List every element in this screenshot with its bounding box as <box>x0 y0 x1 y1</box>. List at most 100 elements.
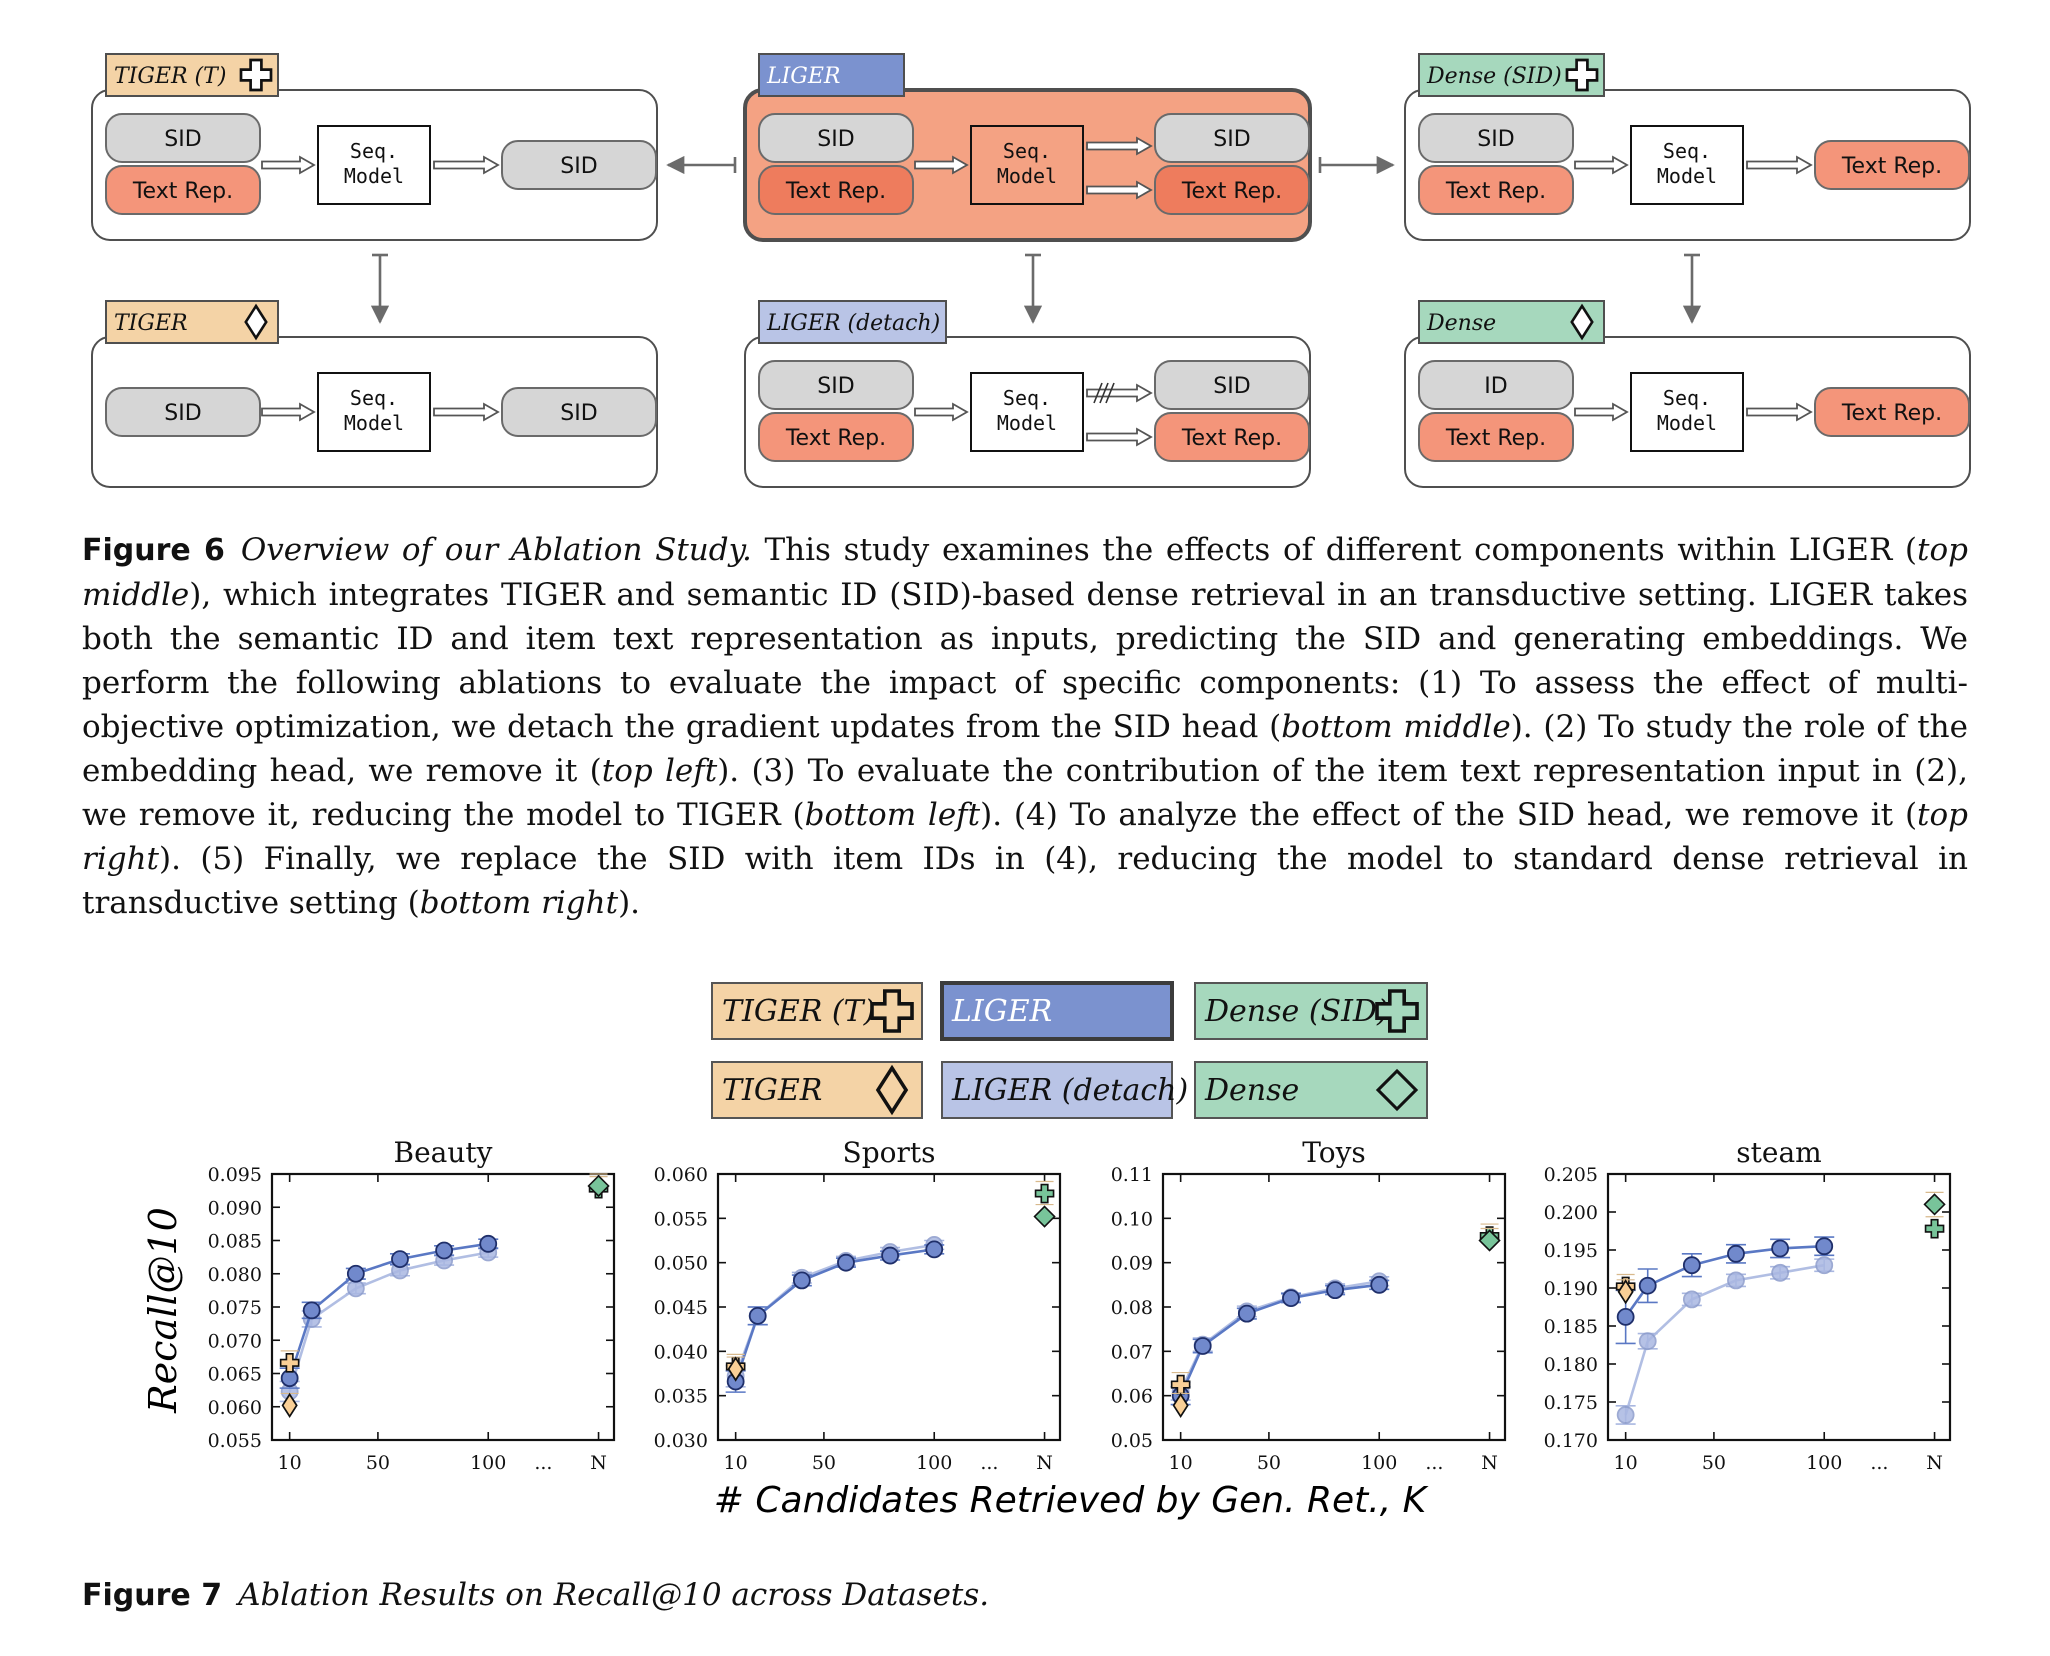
data-point <box>435 1241 454 1260</box>
figure7-ylabel: Recall@10 <box>141 1207 185 1414</box>
arrow-to-model <box>914 402 969 422</box>
input-pill-1-shape <box>758 113 914 163</box>
output-pill-1-shape <box>1814 140 1970 190</box>
data-point <box>302 1301 321 1320</box>
panel-tag-label: Dense (SID) <box>1426 64 1562 89</box>
series-liger-detach <box>1615 1256 1835 1425</box>
data-point <box>837 1253 855 1272</box>
input-pill-1-label: SID <box>817 374 854 399</box>
panel-tiger-t: TIGER (T) SID Text Rep. Seq.Model SID <box>91 53 658 241</box>
input-pill-1-label: SID <box>164 127 201 152</box>
output-pill-1-shape <box>1814 387 1970 437</box>
figure6-caption-label: Figure 6 <box>82 533 225 568</box>
output-pill-1: SID <box>1154 360 1310 410</box>
arrow-to-output-1 <box>1086 383 1153 403</box>
output-pill-1-label: SID <box>560 401 597 426</box>
x-tick-label: 10 <box>278 1452 302 1474</box>
input-pill-2-shape <box>105 165 261 215</box>
figure6-caption-part: ), which integrates TIGER and semantic I… <box>82 577 1968 745</box>
y-tick-label: 0.055 <box>654 1208 708 1230</box>
y-tick-label: 0.175 <box>1544 1392 1598 1414</box>
legend-item: LIGER <box>940 981 1174 1041</box>
data-point <box>925 1240 944 1259</box>
data-point <box>1771 1239 1790 1258</box>
seq-model-label: Seq. <box>1663 139 1711 163</box>
x-tick-label: ... <box>534 1452 552 1474</box>
data-point <box>1815 1256 1834 1275</box>
panel-tiger: TIGER SID Seq.Model SID <box>91 300 658 488</box>
detach-hatch <box>1093 382 1103 404</box>
data-point <box>1370 1275 1389 1294</box>
seq-model-label: Seq. <box>1003 386 1051 410</box>
y-tick-label: 0.030 <box>654 1430 708 1452</box>
input-pill-2-label: Text Rep. <box>785 179 886 204</box>
data-point <box>1682 1290 1701 1309</box>
data-point <box>1682 1256 1701 1275</box>
arrow-to-output-1 <box>1086 136 1153 156</box>
chart-title: Beauty <box>394 1136 493 1169</box>
input-pill-2-shape <box>1418 165 1574 215</box>
y-tick-label: 0.075 <box>208 1297 262 1319</box>
legend-item: LIGER (detach) <box>941 1061 1188 1119</box>
arrow-to-output-2 <box>1086 427 1153 447</box>
x-tick-label: 100 <box>1361 1452 1397 1474</box>
input-pill-1-label: SID <box>817 127 854 152</box>
figure6-caption-part: ). (5) Finally, we replace the SID with … <box>82 841 1968 921</box>
input-pill-1-shape <box>758 360 914 410</box>
y-tick-label: 0.180 <box>1544 1354 1598 1376</box>
input-pill-1: SID <box>105 113 261 163</box>
output-pill-1: Text Rep. <box>1814 387 1970 437</box>
x-tick-label: ... <box>980 1452 998 1474</box>
tiger-t-marker <box>279 1353 300 1373</box>
data-point <box>1237 1304 1256 1323</box>
diamond-icon <box>244 303 268 341</box>
plot-frame <box>716 1172 1062 1442</box>
x-tick-label: 100 <box>470 1452 506 1474</box>
panel-tag <box>758 300 947 344</box>
data-point <box>1638 1276 1657 1295</box>
panel-tag-label: TIGER <box>114 311 188 336</box>
output-pill-1-shape <box>1154 113 1310 163</box>
x-tick-label: ... <box>1425 1452 1443 1474</box>
x-tick-label: 10 <box>1614 1452 1638 1474</box>
input-pill-1-shape <box>105 113 261 163</box>
plus-icon <box>1375 989 1419 1033</box>
x-tick-label: 10 <box>1169 1452 1193 1474</box>
output-pill-1: SID <box>501 387 657 437</box>
seq-model-label: Model <box>1657 164 1717 188</box>
y-tick-label: 0.070 <box>208 1330 262 1352</box>
y-tick-label: 0.055 <box>208 1430 262 1452</box>
legend-label: TIGER (T) <box>722 994 875 1029</box>
figure6-caption-part: top left <box>601 753 718 789</box>
plus-icon <box>1565 58 1599 92</box>
input-pill-2: Text Rep. <box>105 165 261 215</box>
data-point <box>1326 1281 1345 1300</box>
arrow-to-output <box>433 155 500 175</box>
y-tick-label: 0.11 <box>1111 1164 1153 1186</box>
connector-dense-sid-to-dense <box>1682 253 1702 324</box>
panel-tag-label: TIGER (T) <box>114 64 226 89</box>
y-tick-label: 0.065 <box>208 1364 262 1386</box>
data-point <box>1616 1307 1635 1326</box>
chart-steam: steam 0.170 0.175 0.180 0.185 0.190 0.195 0.200… <box>1544 1136 1952 1474</box>
output-pill-2-shape <box>1154 165 1310 215</box>
panel-liger-detach: LIGER (detach) SID Text Rep. Seq.Model SID Te… <box>744 300 1311 488</box>
y-tick-label: 0.190 <box>1544 1278 1598 1300</box>
data-point <box>346 1279 365 1298</box>
seq-model-label: Seq. <box>1663 386 1711 410</box>
input-pill-1-shape <box>1418 113 1574 163</box>
y-tick-label: 0.09 <box>1111 1253 1153 1275</box>
y-tick-label: 0.07 <box>1111 1341 1153 1363</box>
y-tick-label: 0.205 <box>1544 1164 1598 1186</box>
dense-marker <box>1033 1205 1056 1228</box>
panel-tag <box>758 53 905 97</box>
x-tick-label: 50 <box>1702 1452 1726 1474</box>
figure6-caption-part: top middle <box>82 532 1968 613</box>
x-tick-label: 50 <box>366 1452 390 1474</box>
x-tick-label: 100 <box>916 1452 952 1474</box>
output-pill-2: Text Rep. <box>1154 165 1310 215</box>
panel-tag <box>105 300 279 344</box>
output-pill-1: Text Rep. <box>1814 140 1970 190</box>
